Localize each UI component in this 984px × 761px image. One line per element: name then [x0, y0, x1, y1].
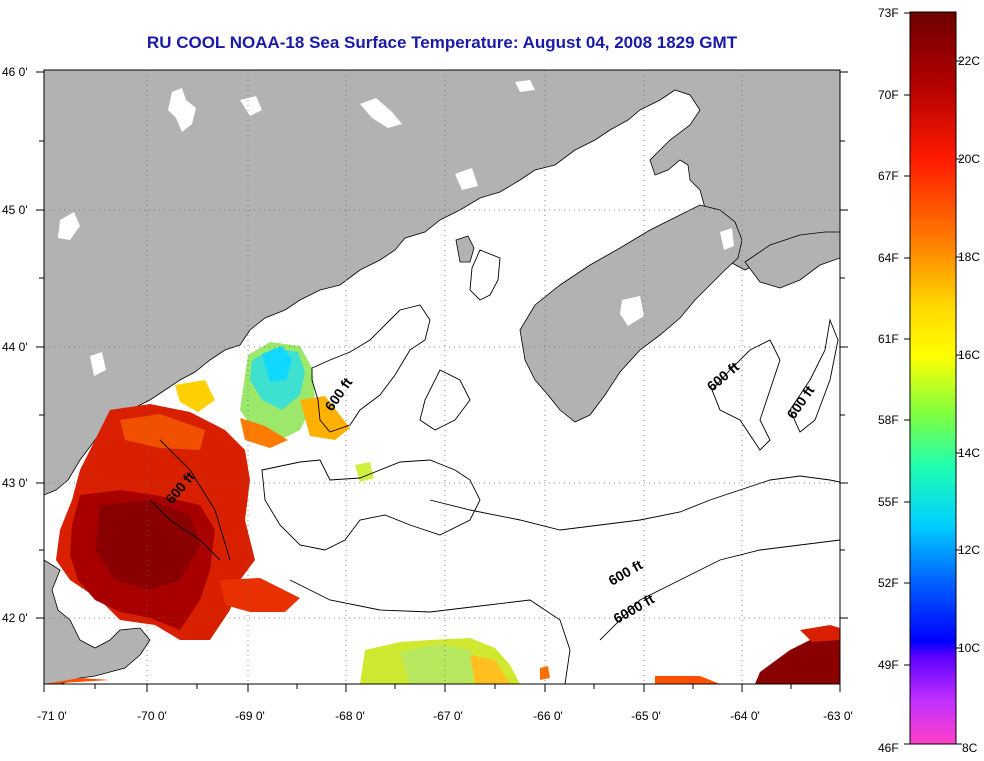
colorbar-f-label: 73F	[878, 6, 899, 20]
map-area	[44, 70, 840, 684]
colorbar: 73F 70F 67F 64F 61F 58F 55F 52F 49F 46F …	[878, 6, 980, 755]
lon-label: -67 0'	[433, 709, 463, 723]
lon-label: -66 0'	[533, 709, 563, 723]
lon-label: -71 0'	[37, 709, 67, 723]
land-grand-manan	[455, 235, 475, 263]
colorbar-c-label: 10C	[958, 641, 980, 655]
colorbar-f-label: 70F	[878, 88, 899, 102]
lon-label: -68 0'	[335, 709, 365, 723]
colorbar-c-label: 18C	[958, 250, 980, 264]
colorbar-c-label: 12C	[958, 543, 980, 557]
colorbar-c-label: 16C	[958, 348, 980, 362]
colorbar-f-label: 49F	[878, 658, 899, 672]
lat-label: 46 0'	[2, 65, 28, 79]
bathymetry-contours	[149, 249, 840, 684]
lat-label: 45 0'	[2, 203, 28, 217]
map-title: RU COOL NOAA-18 Sea Surface Temperature:…	[146, 33, 738, 52]
colorbar-c-label: 8C	[962, 741, 978, 755]
axis-ticks	[36, 71, 848, 692]
colorbar-f-label: 46F	[878, 741, 899, 755]
lon-label: -70 0'	[137, 709, 167, 723]
land-cape-breton	[744, 231, 840, 289]
lon-label: -63 0'	[823, 709, 853, 723]
colorbar-f-label: 64F	[878, 251, 899, 265]
sst-patches	[44, 342, 840, 684]
colorbar-gradient	[909, 11, 957, 745]
colorbar-c-label: 20C	[958, 152, 980, 166]
lon-label: -65 0'	[631, 709, 661, 723]
latitude-labels: 46 0' 45 0' 44 0' 43 0' 42 0'	[2, 65, 28, 625]
colorbar-f-label: 58F	[878, 413, 899, 427]
lat-label: 42 0'	[2, 611, 28, 625]
colorbar-f-label: 61F	[878, 332, 899, 346]
colorbar-f-label: 52F	[878, 576, 899, 590]
lon-label: -69 0'	[235, 709, 265, 723]
colorbar-f-label: 55F	[878, 495, 899, 509]
colorbar-c-label: 22C	[958, 54, 980, 68]
longitude-labels: -71 0' -70 0' -69 0' -68 0' -67 0' -66 0…	[37, 709, 853, 723]
land-lakes	[58, 80, 734, 376]
lat-label: 44 0'	[2, 340, 28, 354]
colorbar-f-label: 67F	[878, 169, 899, 183]
colorbar-c-label: 14C	[958, 446, 980, 460]
map-frame	[43, 69, 841, 685]
lon-label: -64 0'	[730, 709, 760, 723]
lat-label: 43 0'	[2, 476, 28, 490]
